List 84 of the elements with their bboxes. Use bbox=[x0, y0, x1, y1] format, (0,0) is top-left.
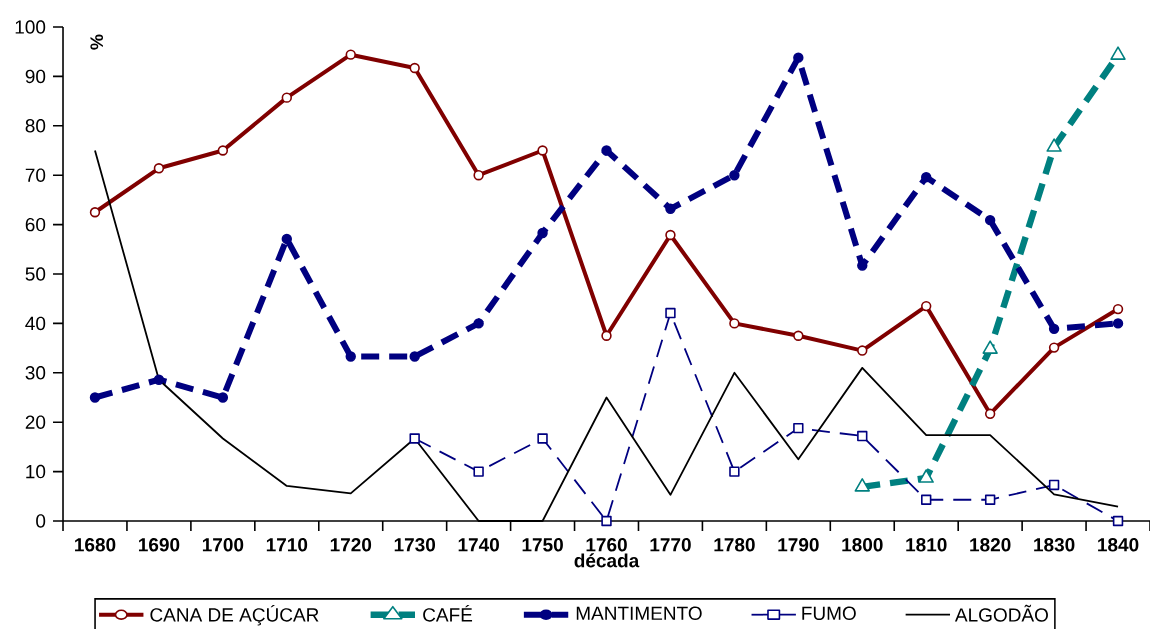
point bbox=[1048, 342, 1060, 353]
point bbox=[1048, 323, 1060, 335]
point bbox=[153, 374, 165, 385]
point bbox=[857, 430, 868, 442]
point bbox=[921, 494, 932, 505]
x-tick-label: 1820 bbox=[970, 538, 1011, 552]
point bbox=[1112, 318, 1124, 329]
y-tick-label: 60 bbox=[25, 217, 46, 232]
x-tick-label: 1830 bbox=[1034, 538, 1075, 552]
point bbox=[921, 171, 932, 183]
point bbox=[982, 340, 998, 354]
y-tick-label: 30 bbox=[25, 366, 46, 380]
point bbox=[473, 466, 484, 477]
point bbox=[921, 300, 932, 312]
point bbox=[409, 433, 420, 444]
point bbox=[473, 170, 484, 181]
y-tick-label: 90 bbox=[25, 69, 46, 84]
y-tick-label: 20 bbox=[25, 415, 46, 429]
point bbox=[793, 422, 804, 434]
x-tick-label: 1810 bbox=[906, 538, 947, 552]
x-tick-label: 1750 bbox=[522, 538, 563, 552]
point bbox=[665, 307, 676, 319]
x-tick-label: 1770 bbox=[650, 538, 691, 552]
point bbox=[345, 49, 356, 60]
point bbox=[729, 466, 740, 477]
point bbox=[1046, 138, 1062, 152]
x-tick-label: 1740 bbox=[458, 538, 499, 552]
point bbox=[984, 494, 996, 505]
point bbox=[601, 330, 612, 341]
point bbox=[153, 163, 165, 174]
x-tick-label: 1840 bbox=[1098, 538, 1139, 552]
y-axis-title: % bbox=[90, 34, 104, 50]
x-tick-label: 1790 bbox=[778, 538, 819, 552]
point bbox=[854, 478, 870, 492]
point bbox=[473, 318, 484, 329]
point bbox=[281, 233, 292, 245]
point bbox=[793, 330, 804, 341]
legend-label: CANA DE AÇÚCAR bbox=[150, 604, 319, 626]
x-tick-label: 1710 bbox=[266, 538, 308, 552]
legend-label: MANTIMENTO bbox=[576, 606, 702, 621]
point bbox=[857, 345, 868, 356]
point bbox=[984, 214, 996, 226]
x-tick-label: 1700 bbox=[202, 538, 244, 552]
y-tick-label: 80 bbox=[25, 119, 46, 133]
x-tick-label: 1720 bbox=[330, 538, 372, 552]
point bbox=[409, 351, 420, 362]
point bbox=[537, 433, 548, 444]
x-tick-label: 1690 bbox=[138, 538, 180, 552]
point bbox=[89, 392, 101, 403]
y-tick-label: 10 bbox=[26, 464, 46, 479]
legend-label: CAFÉ bbox=[423, 604, 473, 622]
point bbox=[537, 145, 548, 156]
y-tick-label: 40 bbox=[25, 316, 46, 331]
x-axis-title: década bbox=[574, 553, 640, 568]
point bbox=[281, 92, 292, 103]
point bbox=[601, 145, 612, 156]
x-tick-label: 1760 bbox=[586, 538, 627, 552]
x-tick-label: 1780 bbox=[714, 538, 755, 552]
point bbox=[1112, 303, 1124, 315]
y-tick-label: 50 bbox=[25, 267, 46, 281]
point bbox=[665, 203, 676, 214]
point bbox=[984, 408, 996, 419]
point bbox=[217, 145, 229, 156]
point bbox=[1048, 479, 1060, 491]
legend-label: ALGODÃO bbox=[954, 604, 1048, 622]
x-tick-label: 1680 bbox=[75, 538, 116, 552]
point bbox=[729, 170, 740, 181]
y-tick-label: 70 bbox=[25, 168, 46, 182]
point bbox=[409, 62, 420, 74]
point bbox=[793, 52, 804, 63]
point bbox=[729, 318, 740, 329]
y-tick-label: 100 bbox=[15, 20, 46, 34]
point bbox=[665, 229, 676, 241]
x-tick-label: 1800 bbox=[842, 538, 883, 552]
x-tick-label: 1730 bbox=[394, 538, 436, 552]
point bbox=[537, 227, 548, 239]
point bbox=[601, 515, 612, 527]
point bbox=[89, 207, 101, 218]
point bbox=[918, 469, 934, 483]
point bbox=[217, 392, 229, 403]
point bbox=[1112, 515, 1124, 527]
legend-label: FUMO bbox=[802, 606, 856, 621]
y-tick-label: 0 bbox=[36, 514, 46, 528]
point bbox=[345, 351, 356, 362]
